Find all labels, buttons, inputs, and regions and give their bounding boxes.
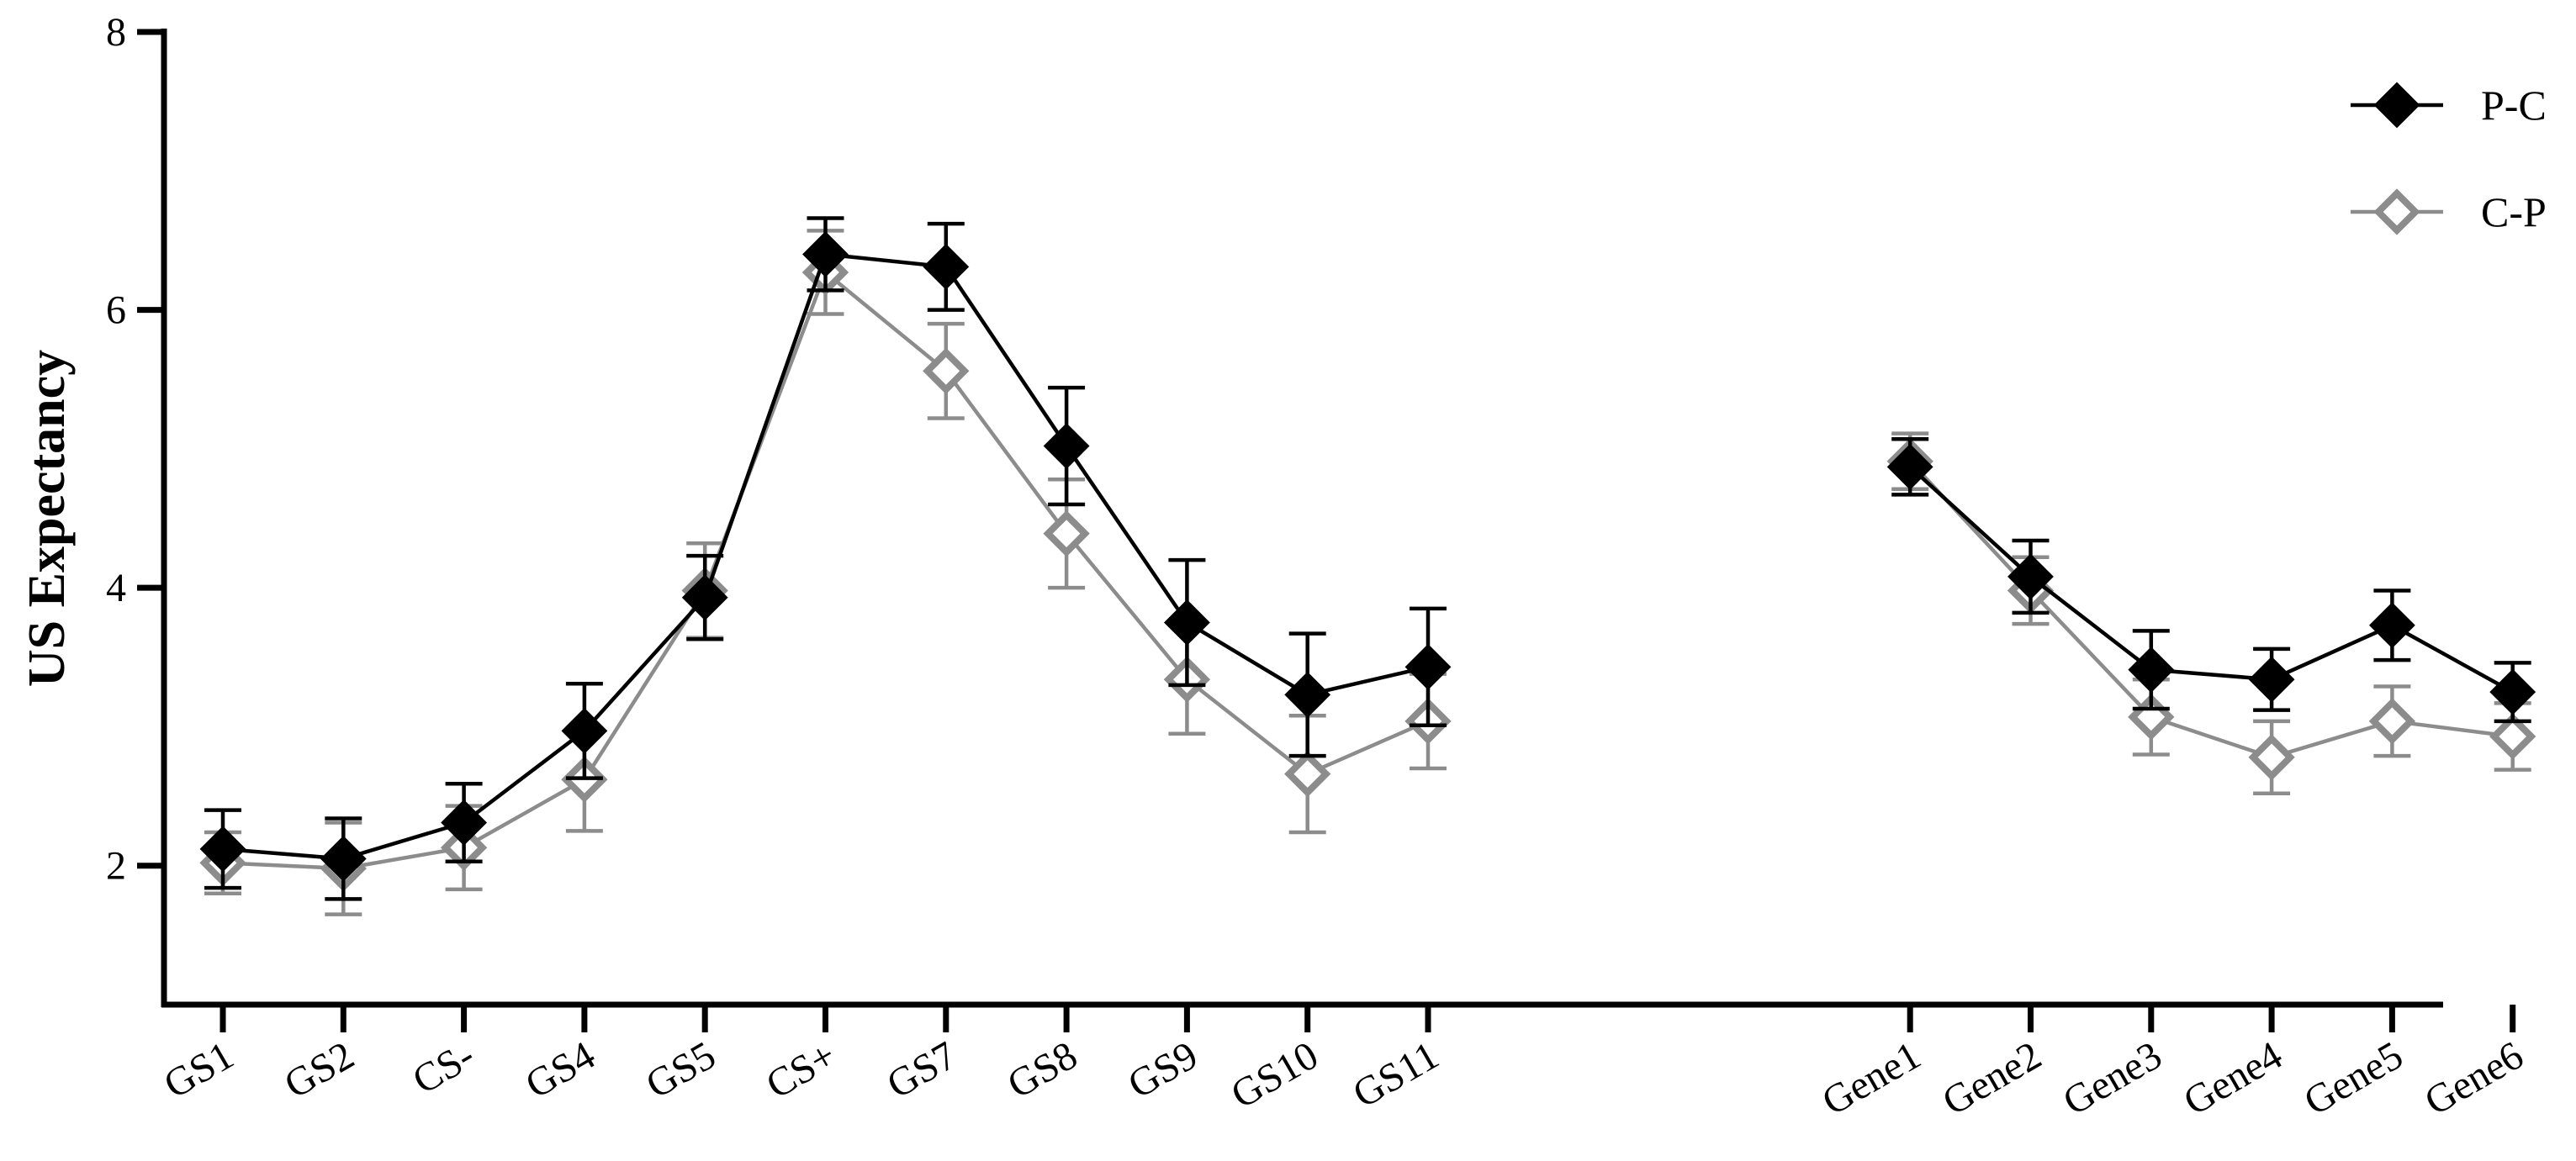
data-point [2489, 668, 2536, 715]
data-point [1043, 423, 1090, 469]
data-point [2368, 698, 2416, 745]
data-point [2248, 656, 2295, 703]
y-tick-label: 2 [106, 844, 126, 889]
data-point [441, 800, 488, 846]
y-tick-label: 4 [106, 566, 126, 610]
legend-open-diamond-icon [2373, 188, 2420, 235]
series-line [1908, 465, 2514, 694]
x-tick-label: GS4 [518, 1033, 602, 1108]
x-tick-label: GS5 [638, 1033, 722, 1108]
x-tick-label: CS+ [759, 1033, 844, 1108]
series-line [1908, 460, 2513, 760]
data-point [1404, 643, 1452, 690]
y-tick-label: 8 [106, 10, 126, 55]
data-point [1284, 671, 1331, 718]
data-point [320, 836, 367, 882]
x-tick-label: GS7 [880, 1033, 964, 1108]
legend-label: P-C [2481, 82, 2547, 129]
data-point [1043, 510, 1090, 557]
x-tick-label: GS8 [1000, 1033, 1084, 1108]
x-tick-label: CS- [405, 1033, 482, 1103]
x-tick-label: Gene2 [1935, 1033, 2049, 1125]
x-tick-label: Gene6 [2417, 1033, 2531, 1125]
data-point [1284, 750, 1331, 798]
series-line [222, 270, 1429, 871]
series-c-p [199, 229, 2536, 916]
data-point [2489, 713, 2536, 760]
x-tick-label: Gene3 [2055, 1033, 2169, 1125]
data-point [1163, 599, 1210, 646]
series-layer [199, 216, 2536, 916]
data-point [923, 347, 970, 394]
x-tick-label: GS10 [1224, 1033, 1325, 1118]
x-tick-label: GS9 [1120, 1033, 1204, 1108]
x-tick-label: GS2 [277, 1033, 361, 1108]
legend: P-C C-P [2351, 82, 2547, 235]
y-tick-label: 6 [106, 288, 126, 333]
data-point [2368, 602, 2415, 649]
x-tick-label: Gene5 [2297, 1033, 2410, 1125]
data-point [2248, 734, 2295, 781]
x-tick-label: GS11 [1346, 1033, 1447, 1117]
legend-filled-diamond-icon [2373, 82, 2420, 129]
legend-label: C-P [2481, 188, 2547, 235]
series-p-c [199, 216, 2536, 901]
data-point [802, 231, 849, 277]
data-point [1886, 443, 1933, 490]
data-point [561, 707, 608, 754]
x-tick-label: Gene1 [1815, 1033, 1928, 1125]
axes: 2 4 6 8 US Expectancy GS1 GS2 CS- GS4 GS5 CS+ GS7 GS… [19, 10, 2531, 1124]
data-point [2128, 646, 2175, 694]
series-line [222, 252, 1429, 861]
x-tick-label: Gene4 [2177, 1033, 2290, 1125]
data-point [199, 826, 246, 873]
x-tick-label: GS1 [156, 1033, 241, 1108]
data-point [2007, 553, 2054, 600]
y-axis-title: US Expectancy [19, 350, 76, 687]
data-point [923, 243, 970, 290]
data-point [681, 574, 728, 621]
